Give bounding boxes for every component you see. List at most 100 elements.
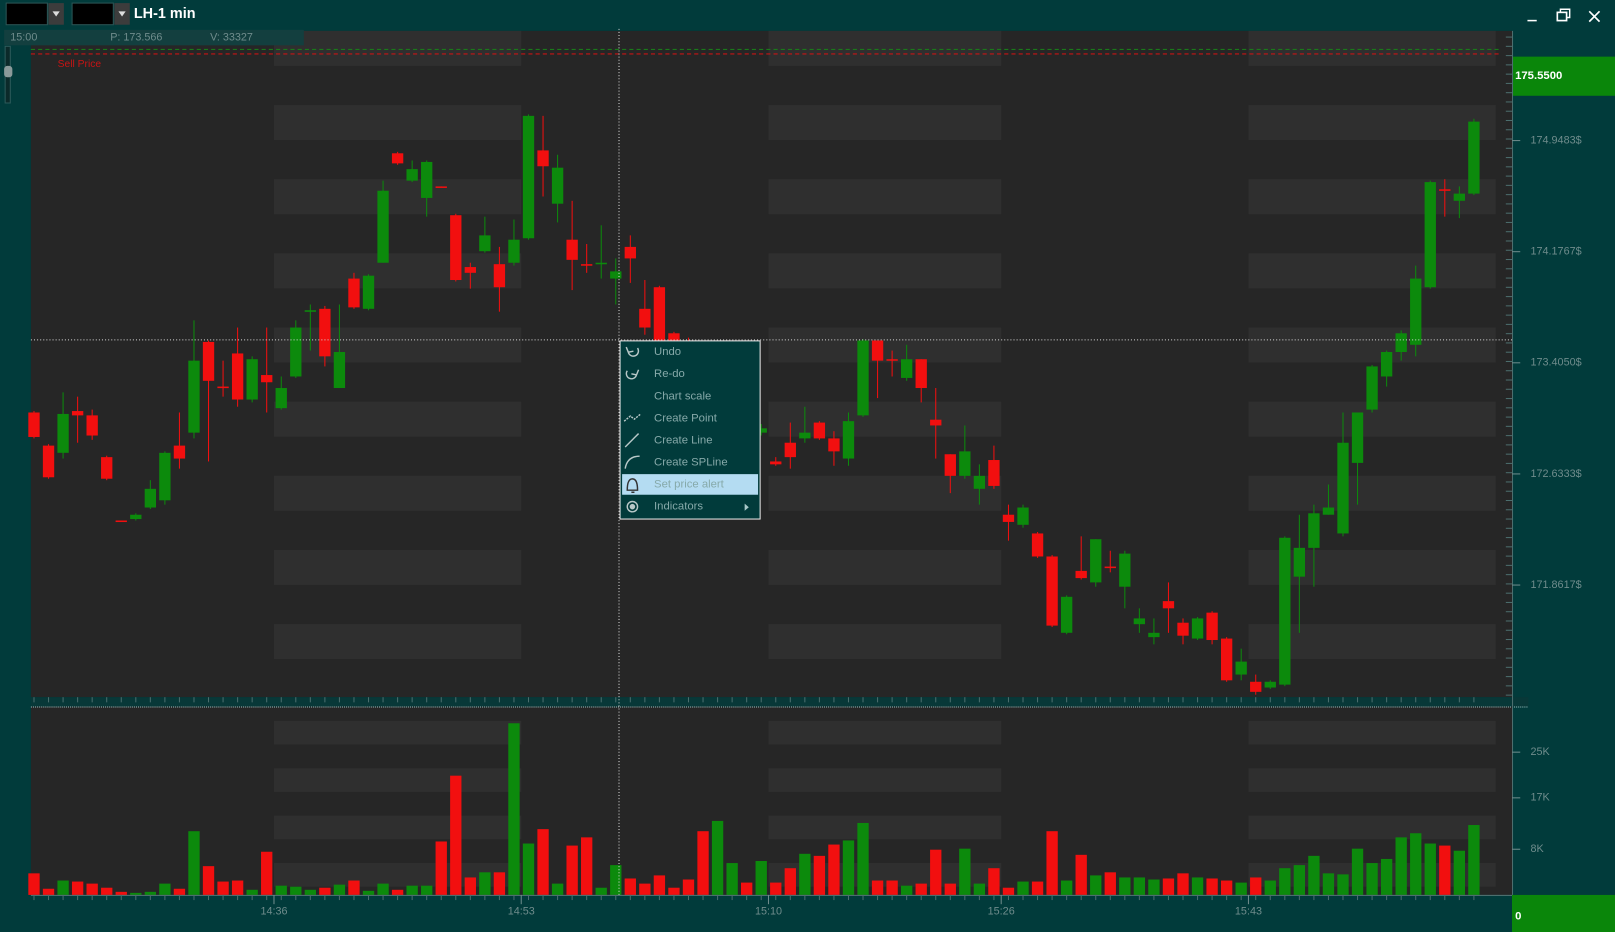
candle-body xyxy=(173,445,186,459)
band xyxy=(273,401,522,437)
candle-body xyxy=(1031,533,1044,557)
menu-item-label: Indicators xyxy=(654,500,703,512)
volume-bar xyxy=(1104,872,1116,895)
volume-bar xyxy=(1395,837,1407,895)
menu-item[interactable] xyxy=(622,342,758,363)
volume-bar xyxy=(900,885,913,895)
candle-body xyxy=(900,359,913,378)
volume-bar xyxy=(1162,878,1175,895)
interval-input[interactable] xyxy=(71,2,114,26)
close-button[interactable] xyxy=(1582,6,1605,27)
submenu-arrow xyxy=(744,503,749,511)
band xyxy=(1248,30,1496,66)
volume-bar xyxy=(1410,833,1422,895)
menu-item-label: Create Line xyxy=(654,434,713,446)
candle-body xyxy=(261,375,273,383)
candle-body xyxy=(1264,681,1276,688)
x-tick-label: 14:36 xyxy=(260,905,287,917)
candle-body xyxy=(319,308,331,357)
y-tick-label: 173.4050$ xyxy=(1531,357,1582,369)
volume-bar xyxy=(697,831,709,895)
volume-bar xyxy=(1308,855,1320,895)
candle-body xyxy=(930,419,942,426)
candle-body xyxy=(217,386,229,389)
volume-bar xyxy=(1119,877,1131,895)
candle-body xyxy=(653,287,666,341)
volume-bar xyxy=(842,840,855,895)
volume-bar xyxy=(508,723,520,895)
candle-body xyxy=(973,475,986,489)
restore-button[interactable] xyxy=(1551,6,1574,27)
y-tick-label: 17K xyxy=(1531,792,1551,804)
band xyxy=(768,815,1002,840)
candle-body xyxy=(1046,556,1058,626)
band xyxy=(273,105,522,141)
candle-body xyxy=(1133,618,1146,625)
candle-body xyxy=(639,308,651,328)
candle-body xyxy=(1468,121,1480,194)
minimize-button[interactable] xyxy=(1520,6,1543,27)
menu-item-label: Create Point xyxy=(654,412,718,424)
band xyxy=(273,768,522,792)
volume-bar xyxy=(1177,873,1189,895)
candle-body xyxy=(755,428,767,433)
volume-bar xyxy=(595,887,607,895)
candle-body xyxy=(770,461,782,465)
candle-body xyxy=(57,413,69,453)
band xyxy=(768,179,1002,215)
volume-bar xyxy=(1453,850,1466,895)
volume-bar xyxy=(261,851,273,895)
candle-body xyxy=(1366,366,1378,410)
band xyxy=(273,720,522,745)
volume-bar xyxy=(231,880,244,895)
band xyxy=(273,475,522,511)
candle-body xyxy=(522,115,535,239)
band xyxy=(273,253,522,289)
candle-body xyxy=(1337,442,1349,534)
band xyxy=(273,30,522,66)
volume-bar xyxy=(202,866,215,895)
candle-body xyxy=(1075,570,1087,579)
candle-body xyxy=(988,460,1000,486)
volume-bar xyxy=(1424,843,1436,895)
volume-marker-label: 0 xyxy=(1515,911,1521,923)
band xyxy=(1248,253,1496,289)
y-tick-label: 174.9483$ xyxy=(1531,134,1582,146)
volume-bar xyxy=(711,820,724,895)
volume-bar xyxy=(988,868,1000,895)
band xyxy=(768,253,1002,289)
y-tick-label: 171.8617$ xyxy=(1531,579,1582,591)
candle-body xyxy=(493,264,506,288)
volume-bar xyxy=(1235,882,1247,895)
volume-bar xyxy=(304,889,316,895)
volume-bar xyxy=(1206,878,1218,895)
band xyxy=(768,475,1002,511)
candle-body xyxy=(799,432,811,439)
x-tick-label: 15:43 xyxy=(1235,905,1262,917)
volume-bar xyxy=(522,843,535,895)
volume-bar xyxy=(1468,825,1480,895)
volume-bar xyxy=(217,881,229,895)
y-tick-label: 8K xyxy=(1531,843,1545,855)
volume-bar xyxy=(828,844,840,895)
candle-body xyxy=(610,271,622,279)
candle-body xyxy=(333,352,346,389)
volume-bar xyxy=(726,863,738,895)
candle-body xyxy=(115,520,127,523)
volume-bar xyxy=(1220,880,1233,895)
symbol-input[interactable] xyxy=(5,2,48,26)
volume-bar xyxy=(871,880,884,895)
candle-body xyxy=(290,327,302,377)
menu-item[interactable] xyxy=(622,364,758,385)
dropdown-arrow xyxy=(118,11,126,17)
volume-bar xyxy=(886,880,898,895)
menu-icons xyxy=(623,346,642,513)
scroll-thumb[interactable] xyxy=(4,65,13,78)
volume-bar xyxy=(1133,877,1146,895)
volume-bar xyxy=(857,822,869,895)
volume-bar xyxy=(435,841,447,895)
candle-body xyxy=(406,169,418,181)
candle-body xyxy=(1380,352,1393,377)
volume-bar xyxy=(406,885,418,895)
